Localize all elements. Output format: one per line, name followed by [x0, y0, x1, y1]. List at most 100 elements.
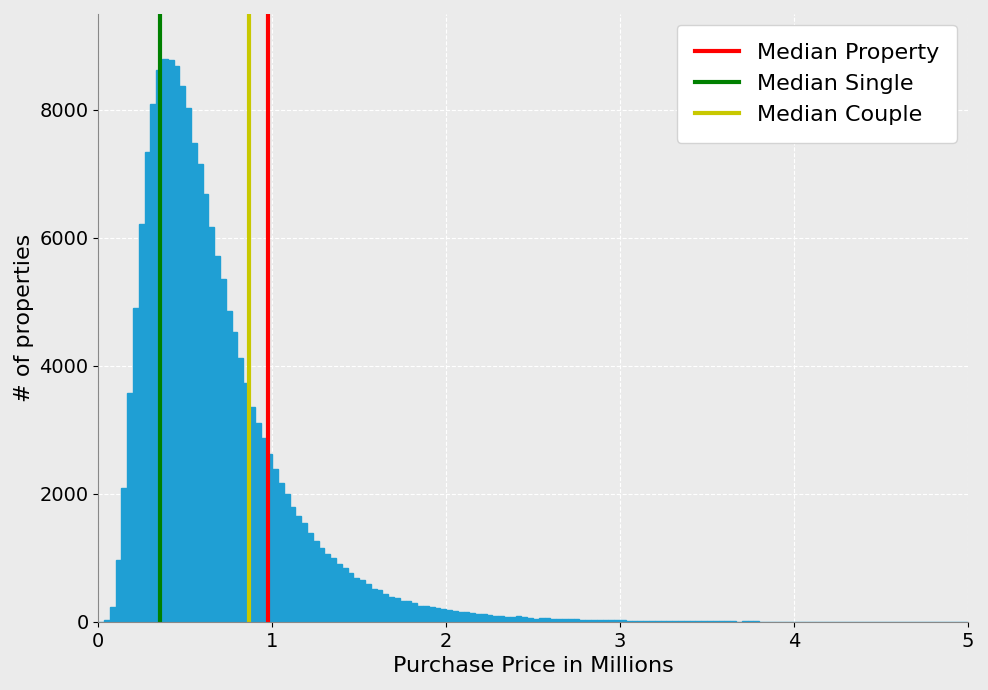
Bar	[295, 515, 301, 622]
Bar	[382, 593, 388, 622]
Bar	[625, 621, 631, 622]
Bar	[475, 614, 481, 622]
Bar	[365, 584, 370, 622]
Bar	[220, 279, 226, 622]
Bar	[376, 590, 382, 622]
Bar	[684, 621, 690, 622]
Bar	[568, 620, 574, 622]
Bar	[336, 564, 342, 622]
Bar	[457, 612, 463, 622]
Bar	[487, 615, 492, 622]
Bar	[615, 620, 620, 622]
Bar	[411, 603, 417, 622]
Bar	[591, 620, 597, 622]
Bar	[463, 613, 469, 622]
Bar	[318, 548, 324, 622]
Bar	[667, 621, 672, 622]
Bar	[538, 618, 544, 622]
Bar	[498, 616, 504, 622]
Bar	[609, 620, 615, 622]
Bar	[180, 86, 185, 622]
Bar	[597, 620, 603, 622]
Bar	[435, 609, 441, 622]
Bar	[603, 620, 609, 622]
Bar	[394, 598, 400, 622]
Bar	[492, 615, 498, 622]
Bar	[481, 614, 487, 622]
Bar	[504, 617, 510, 622]
Bar	[330, 558, 336, 622]
Bar	[637, 621, 643, 622]
Bar	[249, 408, 255, 622]
Bar	[388, 597, 394, 622]
Bar	[226, 311, 231, 622]
Bar	[174, 66, 180, 622]
Bar	[620, 620, 625, 622]
Bar	[528, 618, 534, 622]
Bar	[203, 194, 208, 622]
Legend: Median Property, Median Single, Median Couple: Median Property, Median Single, Median C…	[677, 25, 956, 143]
Bar	[574, 620, 579, 622]
Bar	[273, 469, 278, 622]
Bar	[289, 507, 295, 622]
Bar	[631, 621, 637, 622]
Bar	[150, 104, 156, 622]
Bar	[278, 482, 284, 622]
Bar	[255, 423, 261, 622]
Bar	[208, 227, 214, 622]
Bar	[441, 609, 447, 622]
Bar	[585, 620, 591, 622]
Bar	[447, 610, 452, 622]
Bar	[261, 438, 267, 622]
Bar	[162, 59, 168, 622]
Bar	[144, 152, 150, 622]
Bar	[139, 224, 144, 622]
Bar	[348, 573, 354, 622]
Bar	[127, 393, 133, 622]
Bar	[534, 619, 538, 622]
Bar	[556, 619, 562, 622]
X-axis label: Purchase Price in Millions: Purchase Price in Millions	[392, 656, 674, 676]
Bar	[301, 523, 307, 622]
Bar	[655, 621, 661, 622]
Bar	[185, 108, 191, 622]
Bar	[550, 619, 556, 622]
Bar	[417, 606, 423, 622]
Bar	[516, 616, 522, 622]
Bar	[191, 144, 197, 622]
Bar	[562, 620, 568, 622]
Bar	[544, 618, 550, 622]
Bar	[400, 601, 405, 622]
Bar	[405, 601, 411, 622]
Bar	[354, 578, 360, 622]
Bar	[469, 613, 475, 622]
Y-axis label: # of properties: # of properties	[14, 234, 34, 402]
Bar	[324, 553, 330, 622]
Bar	[214, 256, 220, 622]
Bar	[643, 621, 649, 622]
Bar	[342, 568, 348, 622]
Bar	[672, 621, 678, 622]
Bar	[423, 606, 429, 622]
Bar	[156, 70, 162, 622]
Bar	[110, 607, 116, 622]
Bar	[243, 383, 249, 622]
Bar	[116, 560, 122, 622]
Bar	[429, 607, 435, 622]
Bar	[661, 621, 667, 622]
Bar	[313, 540, 318, 622]
Bar	[168, 60, 174, 622]
Bar	[370, 589, 376, 622]
Bar	[284, 494, 289, 622]
Bar	[267, 454, 273, 622]
Bar	[237, 358, 243, 622]
Bar	[197, 164, 203, 622]
Bar	[360, 580, 365, 622]
Bar	[231, 332, 237, 622]
Bar	[579, 620, 585, 622]
Bar	[522, 618, 528, 622]
Bar	[133, 308, 139, 622]
Bar	[122, 488, 127, 622]
Bar	[307, 533, 313, 622]
Bar	[104, 620, 110, 622]
